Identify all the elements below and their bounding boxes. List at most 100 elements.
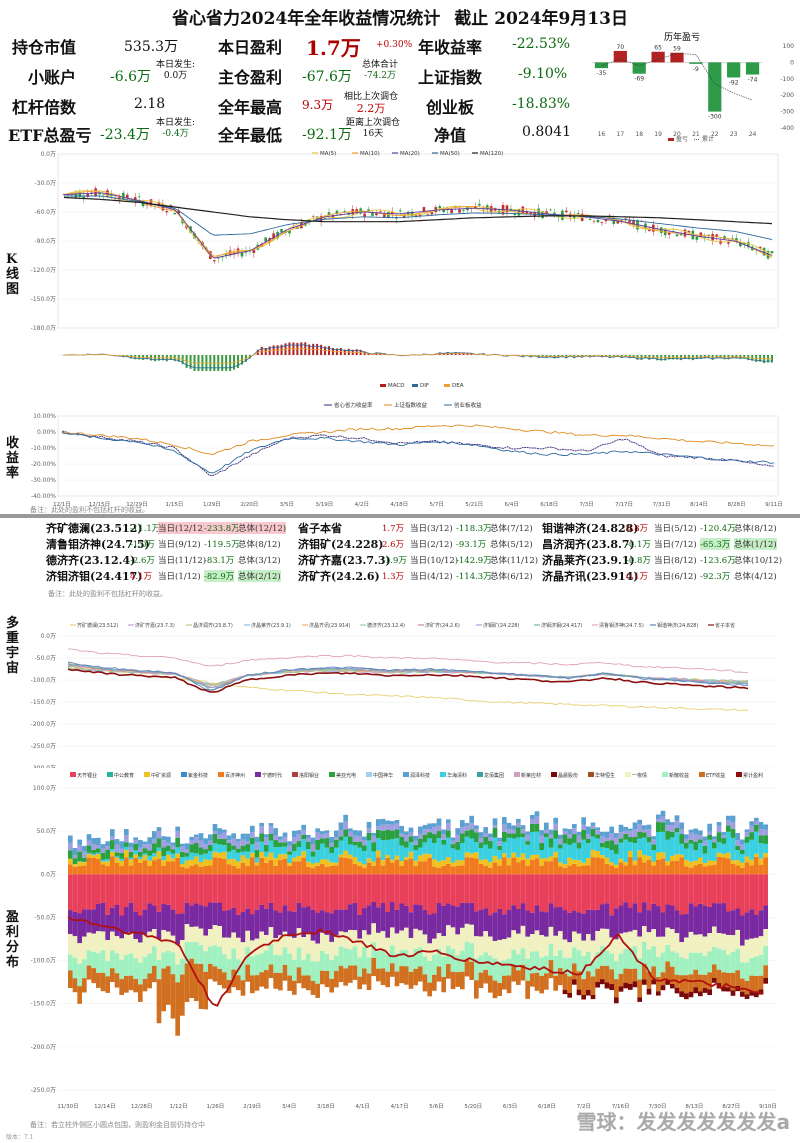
- profit-neg-bar: [656, 906, 661, 937]
- profit-pos-bar: [226, 864, 232, 875]
- profit-neg-bar: [539, 957, 544, 976]
- profit-pos-bar: [343, 857, 348, 875]
- profit-pos-bar: [488, 840, 493, 849]
- profit-pos-bar: [684, 838, 689, 843]
- profit-legend-swatch: [440, 772, 446, 777]
- profit-neg-bar: [492, 912, 498, 941]
- profit-pos-bar: [646, 824, 652, 830]
- profit-pos-bar: [581, 829, 586, 840]
- profit-pos-bar: [483, 859, 488, 866]
- profit-neg-bar: [754, 937, 759, 957]
- profit-pos-bar: [474, 858, 479, 875]
- profit-pos-bar: [702, 845, 708, 854]
- profit-neg-bar: [455, 874, 460, 907]
- profit-pos-bar: [716, 842, 722, 853]
- profit-neg-bar: [404, 927, 409, 951]
- profit-pos-bar: [707, 834, 712, 840]
- profit-neg-bar: [268, 944, 274, 965]
- profit-pos-bar: [684, 842, 689, 849]
- profit-neg-bar: [217, 926, 222, 947]
- profit-pos-bar: [329, 846, 334, 853]
- return-x-tick: 4/2日: [355, 501, 369, 508]
- profit-neg-bar: [208, 946, 213, 964]
- profit-neg-bar: [376, 907, 381, 933]
- profit-pos-bar: [441, 829, 446, 834]
- profit-neg-bar: [469, 902, 474, 925]
- profit-pos-bar: [142, 844, 148, 849]
- kline-candle: [596, 219, 600, 223]
- profit-pos-bar: [376, 829, 381, 839]
- profit-neg-bar: [133, 958, 138, 979]
- profit-neg-bar: [548, 960, 554, 979]
- profit-neg-bar: [189, 958, 194, 999]
- profit-pos-bar: [614, 864, 619, 868]
- history-year-label: 23: [730, 131, 738, 138]
- profit-pos-bar: [511, 838, 516, 853]
- profit-neg-bar: [184, 874, 190, 903]
- kline-candle: [402, 215, 406, 219]
- return-y-tick: -10.00%: [31, 445, 56, 452]
- profit-neg-bar: [506, 958, 512, 976]
- profit-neg-bar: [408, 874, 414, 913]
- profit-legend-swatch: [366, 772, 372, 777]
- kline-candle: [695, 236, 699, 240]
- profit-neg-bar: [338, 909, 344, 932]
- multiverse-series-line: [67, 648, 749, 674]
- profit-neg-bar: [492, 940, 498, 959]
- profit-pos-bar: [684, 866, 689, 875]
- profit-neg-bar: [268, 927, 274, 945]
- profit-neg-bar: [614, 908, 619, 940]
- profit-neg-bar: [385, 954, 390, 972]
- profit-neg-bar: [413, 948, 418, 969]
- profit-pos-bar: [534, 816, 540, 824]
- kline-candle: [727, 242, 730, 244]
- profit-pos-bar: [511, 829, 516, 834]
- profit-neg-bar: [684, 975, 689, 994]
- multiverse-y-tick: -100.0万: [31, 677, 56, 684]
- profit-legend-swatch: [699, 772, 705, 777]
- profit-pos-bar: [758, 829, 764, 836]
- profit-neg-bar: [334, 970, 339, 988]
- kline-candle: [232, 252, 236, 255]
- profit-neg-bar: [530, 934, 535, 952]
- profit-neg-bar: [250, 956, 255, 976]
- profit-pos-bar: [497, 865, 502, 875]
- profit-neg-bar: [688, 991, 694, 998]
- return-series-line: [61, 430, 775, 476]
- profit-pos-bar: [464, 836, 470, 853]
- profit-neg-bar: [474, 911, 479, 937]
- profit-pos-bar: [413, 835, 418, 841]
- return-x-tick: 5/21日: [465, 501, 483, 508]
- profit-pos-bar: [586, 838, 591, 844]
- profit-pos-bar: [343, 836, 348, 851]
- profit-neg-bar: [296, 947, 302, 968]
- kline-candle: [398, 210, 402, 212]
- profit-pos-bar: [250, 857, 255, 875]
- profit-pos-bar: [82, 845, 87, 852]
- profit-pos-bar: [544, 858, 549, 862]
- profit-neg-bar: [436, 933, 442, 949]
- profit-neg-bar: [432, 913, 437, 939]
- profit-y-tick: -50.0万: [34, 914, 56, 921]
- profit-pos-bar: [100, 848, 106, 853]
- pos-total-rank: 总体(1/12): [734, 538, 777, 550]
- profit-legend-label: 新散收益: [669, 772, 689, 779]
- profit-pos-bar: [348, 828, 353, 832]
- profit-neg-bar: [222, 954, 227, 973]
- return-x-tick: 12/29日: [126, 501, 147, 508]
- profit-pos-bar: [455, 828, 460, 835]
- profit-neg-bar: [721, 949, 726, 973]
- profit-pos-bar: [324, 833, 330, 839]
- profit-pos-bar: [352, 830, 358, 836]
- profit-pos-bar: [506, 822, 512, 830]
- profit-neg-bar: [394, 909, 400, 934]
- profit-pos-bar: [371, 861, 376, 866]
- profit-pos-bar: [418, 855, 423, 862]
- profit-neg-bar: [464, 874, 470, 904]
- profit-pos-bar: [231, 865, 236, 875]
- profit-neg-bar: [628, 931, 633, 948]
- profit-pos-bar: [357, 847, 362, 862]
- profit-pos-bar: [474, 842, 479, 853]
- profit-pos-bar: [96, 848, 101, 853]
- profit-pos-bar: [180, 846, 185, 852]
